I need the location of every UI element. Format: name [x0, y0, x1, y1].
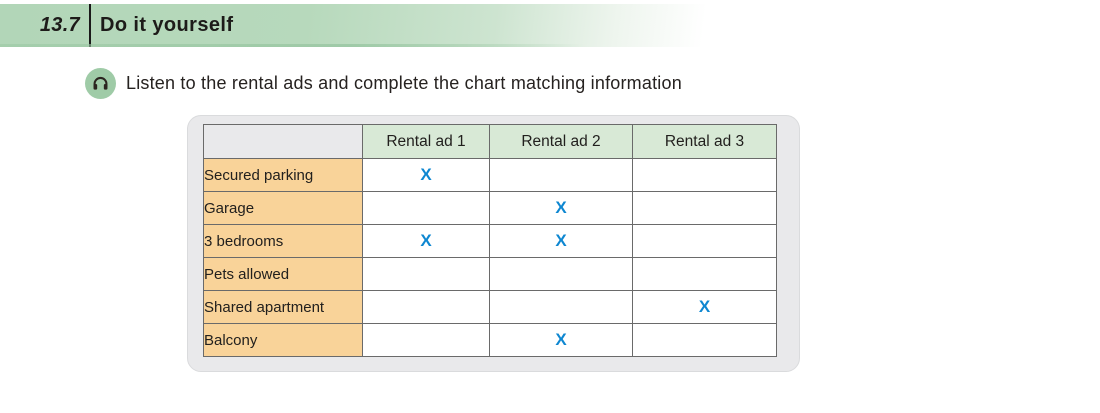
answer-cell[interactable]: X [489, 191, 633, 225]
column-header-rental-ad-2: Rental ad 2 [489, 124, 633, 159]
section-number: 13.7 [39, 14, 80, 36]
answer-cell[interactable]: X [489, 224, 633, 258]
answer-cell[interactable]: X [362, 158, 490, 192]
answer-cell[interactable] [362, 257, 490, 291]
row-label: Garage [203, 191, 363, 225]
table-row: Pets allowed [203, 257, 777, 291]
answer-cell[interactable] [362, 290, 490, 324]
table-corner-cell [203, 124, 363, 159]
answer-cell[interactable] [489, 158, 633, 192]
answer-cell[interactable] [362, 191, 490, 225]
table-row: Balcony X [203, 323, 777, 357]
chart-panel: Rental ad 1 Rental ad 2 Rental ad 3 Secu… [187, 115, 800, 372]
row-label: Pets allowed [203, 257, 363, 291]
answer-cell[interactable] [489, 257, 633, 291]
answer-cell[interactable]: X [362, 224, 490, 258]
answer-cell[interactable] [632, 158, 777, 192]
header-divider [89, 4, 91, 47]
table-row: Garage X [203, 191, 777, 225]
column-header-rental-ad-3: Rental ad 3 [632, 124, 777, 159]
instruction-text: Listen to the rental ads and complete th… [126, 73, 682, 93]
row-label: Balcony [203, 323, 363, 357]
row-label: 3 bedrooms [203, 224, 363, 258]
section-title: Do it yourself [100, 14, 234, 36]
answer-cell[interactable]: X [632, 290, 777, 324]
instruction-row: Listen to the rental ads and complete th… [85, 68, 682, 99]
answer-cell[interactable] [632, 191, 777, 225]
row-label: Shared apartment [203, 290, 363, 324]
row-label: Secured parking [203, 158, 363, 192]
answer-cell[interactable] [489, 290, 633, 324]
answer-cell[interactable] [632, 257, 777, 291]
answer-cell[interactable] [362, 323, 490, 357]
exercise-table: Rental ad 1 Rental ad 2 Rental ad 3 Secu… [203, 124, 777, 357]
table-row: 3 bedrooms X X [203, 224, 777, 258]
table-row: Shared apartment X [203, 290, 777, 324]
table-row: Secured parking X [203, 158, 777, 192]
answer-cell[interactable] [632, 323, 777, 357]
answer-cell[interactable] [632, 224, 777, 258]
headphones-icon[interactable] [85, 68, 116, 99]
column-header-rental-ad-1: Rental ad 1 [362, 124, 490, 159]
answer-cell[interactable]: X [489, 323, 633, 357]
header-row: Rental ad 1 Rental ad 2 Rental ad 3 [203, 124, 777, 159]
section-header: 13.7 Do it yourself [0, 4, 1100, 47]
